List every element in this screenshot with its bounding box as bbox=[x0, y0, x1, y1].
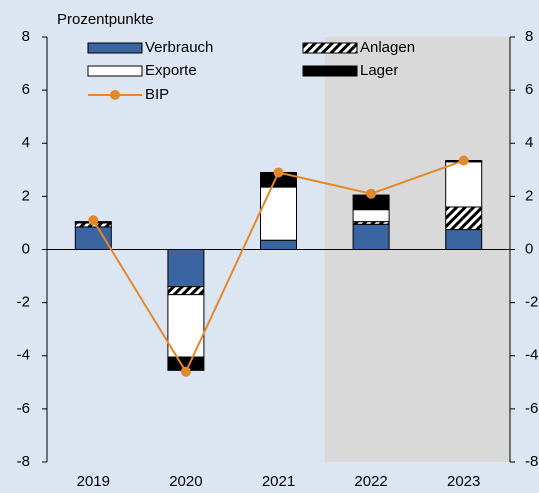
y2-tick-label: 2 bbox=[525, 187, 533, 204]
legend-label: Verbrauch bbox=[145, 39, 213, 56]
bar-segment bbox=[352, 209, 390, 223]
y2-tick-label: 4 bbox=[525, 134, 533, 151]
y-tick-label: -4 bbox=[17, 347, 30, 364]
legend-label: BIP bbox=[145, 86, 169, 103]
x-tick-label: 2022 bbox=[354, 473, 387, 490]
y-tick-label: 6 bbox=[22, 81, 30, 98]
y2-tick-label: 0 bbox=[525, 240, 533, 257]
legend-swatch bbox=[87, 42, 143, 54]
bar-segment bbox=[445, 229, 483, 250]
y-axis-label: Prozentpunkte bbox=[57, 11, 154, 28]
y-tick-label: 8 bbox=[22, 28, 30, 45]
legend-swatch bbox=[302, 65, 358, 77]
legend-swatch bbox=[87, 65, 143, 77]
y2-tick-label: -6 bbox=[525, 400, 538, 417]
y-tick-label: -8 bbox=[17, 453, 30, 470]
y2-tick-label: 6 bbox=[525, 81, 533, 98]
y2-tick-label: -2 bbox=[525, 294, 538, 311]
bar-segment bbox=[445, 161, 483, 208]
bar-segment bbox=[445, 206, 483, 231]
y2-tick-label: -4 bbox=[525, 347, 538, 364]
x-tick-label: 2019 bbox=[77, 473, 110, 490]
line-marker bbox=[273, 167, 284, 178]
bar-segment bbox=[260, 186, 297, 241]
y-tick-label: -6 bbox=[17, 400, 30, 417]
x-tick-label: 2020 bbox=[169, 473, 202, 490]
y-tick-label: -2 bbox=[17, 294, 30, 311]
legend-label: Anlagen bbox=[360, 39, 415, 56]
bar-segment bbox=[167, 286, 205, 296]
y2-tick-label: -8 bbox=[525, 453, 538, 470]
line-marker bbox=[366, 188, 377, 199]
bar-segment bbox=[74, 226, 112, 250]
x-tick-label: 2023 bbox=[447, 473, 480, 490]
y2-tick-label: 8 bbox=[525, 28, 533, 45]
legend-marker bbox=[110, 90, 120, 100]
bar-segment bbox=[260, 239, 297, 250]
line-marker bbox=[88, 215, 99, 226]
legend-label: Lager bbox=[360, 62, 398, 79]
bar-segment bbox=[167, 249, 205, 288]
y-tick-label: 0 bbox=[22, 240, 30, 257]
y-tick-label: 4 bbox=[22, 134, 30, 151]
legend-label: Exporte bbox=[145, 62, 197, 79]
legend-swatch bbox=[302, 42, 358, 54]
x-tick-label: 2021 bbox=[262, 473, 295, 490]
bar-segment bbox=[167, 294, 205, 358]
y-tick-label: 2 bbox=[22, 187, 30, 204]
line-marker bbox=[180, 366, 191, 377]
line-marker bbox=[458, 155, 469, 166]
bar-segment bbox=[352, 223, 390, 250]
